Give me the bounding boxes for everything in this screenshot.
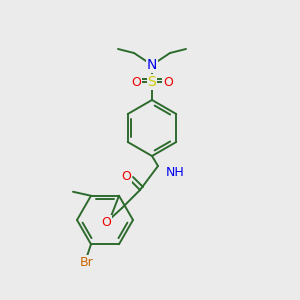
- Text: O: O: [121, 169, 131, 182]
- Text: NH: NH: [166, 166, 185, 178]
- Text: O: O: [101, 215, 111, 229]
- Text: O: O: [163, 76, 173, 88]
- Text: N: N: [147, 58, 157, 72]
- Text: Br: Br: [80, 256, 94, 269]
- Text: O: O: [131, 76, 141, 88]
- Text: S: S: [148, 75, 156, 89]
